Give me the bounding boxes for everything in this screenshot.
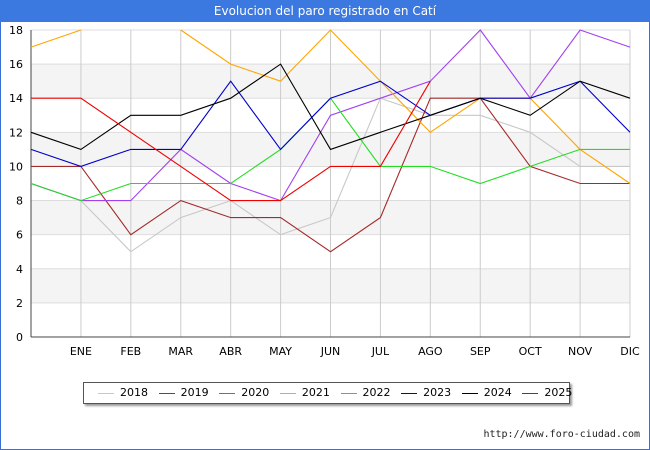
legend-label: 2023 [423, 386, 452, 399]
legend-swatch [401, 392, 418, 394]
series-line-2024 [30, 63, 631, 151]
legend-label: 2019 [180, 386, 209, 399]
legend-label: 2025 [544, 386, 573, 399]
legend-label: 2024 [483, 386, 512, 399]
x-tick-label: JUN [320, 345, 341, 358]
x-tick-label: MAR [168, 345, 193, 358]
y-tick-label: 10 [9, 160, 23, 173]
legend-label: 2021 [301, 386, 330, 399]
x-tick-label: NOV [568, 345, 593, 358]
y-tick-label: 12 [9, 126, 23, 139]
legend-item-2025: 2025 [522, 383, 572, 403]
series-line-2021 [180, 29, 631, 184]
legend-swatch [98, 392, 114, 394]
legend-swatch [522, 392, 539, 394]
legend-swatch [158, 392, 175, 394]
y-tick-label: 16 [9, 58, 23, 71]
series-line-2023 [30, 80, 631, 167]
legend-item-2023: 2023 [401, 383, 451, 403]
legend-swatch [219, 392, 236, 394]
x-tick-label: ABR [219, 345, 242, 358]
x-tick-label: FEB [120, 345, 141, 358]
tick-labels: 0 2 4 6 8 10 12 14 16 18 ENE FEB MAR ABR MAY JUN JUL AGO S… [9, 24, 640, 358]
legend-swatch [340, 392, 357, 394]
legend-label: 2018 [120, 386, 148, 399]
x-tick-label: ENE [70, 345, 92, 358]
y-tick-label: 14 [9, 92, 23, 105]
x-tick-label: SEP [470, 345, 491, 358]
legend-item-2024: 2024 [461, 383, 512, 403]
chart-title: Evolucion del paro registrado en Catí [0, 0, 650, 22]
legend-label: 2020 [241, 386, 270, 399]
legend-item-2019: 2019 [158, 383, 209, 403]
series-line-2018 [30, 97, 630, 253]
series-line-2025 [31, 80, 431, 202]
legend-swatch [461, 392, 478, 394]
series-lines [30, 29, 631, 253]
y-tick-label: 8 [16, 195, 23, 208]
legend-swatch [279, 392, 296, 394]
legend-item-2018: 2018 [98, 383, 148, 403]
legend-item-2022: 2022 [340, 383, 391, 403]
x-tick-label: OCT [519, 345, 542, 358]
chart-legend: 2018 2019 2020 2021 2022 2023 2024 2025 [83, 382, 572, 404]
y-tick-label: 6 [16, 229, 23, 242]
footer-url: http://www.foro-ciudad.com [483, 429, 640, 440]
legend-label: 2022 [362, 386, 391, 399]
y-tick-label: 18 [9, 24, 23, 37]
y-tick-label: 2 [16, 297, 23, 310]
x-tick-label: DIC [620, 345, 640, 358]
x-tick-label: JUL [371, 345, 390, 358]
y-tick-label: 0 [16, 331, 23, 344]
series-line-2021 [30, 29, 82, 48]
legend-item-2020: 2020 [219, 383, 269, 403]
x-tick-label: AGO [418, 345, 443, 358]
y-tick-label: 4 [16, 263, 23, 276]
x-tick-label: MAY [269, 345, 292, 358]
legend-item-2021: 2021 [279, 383, 330, 403]
